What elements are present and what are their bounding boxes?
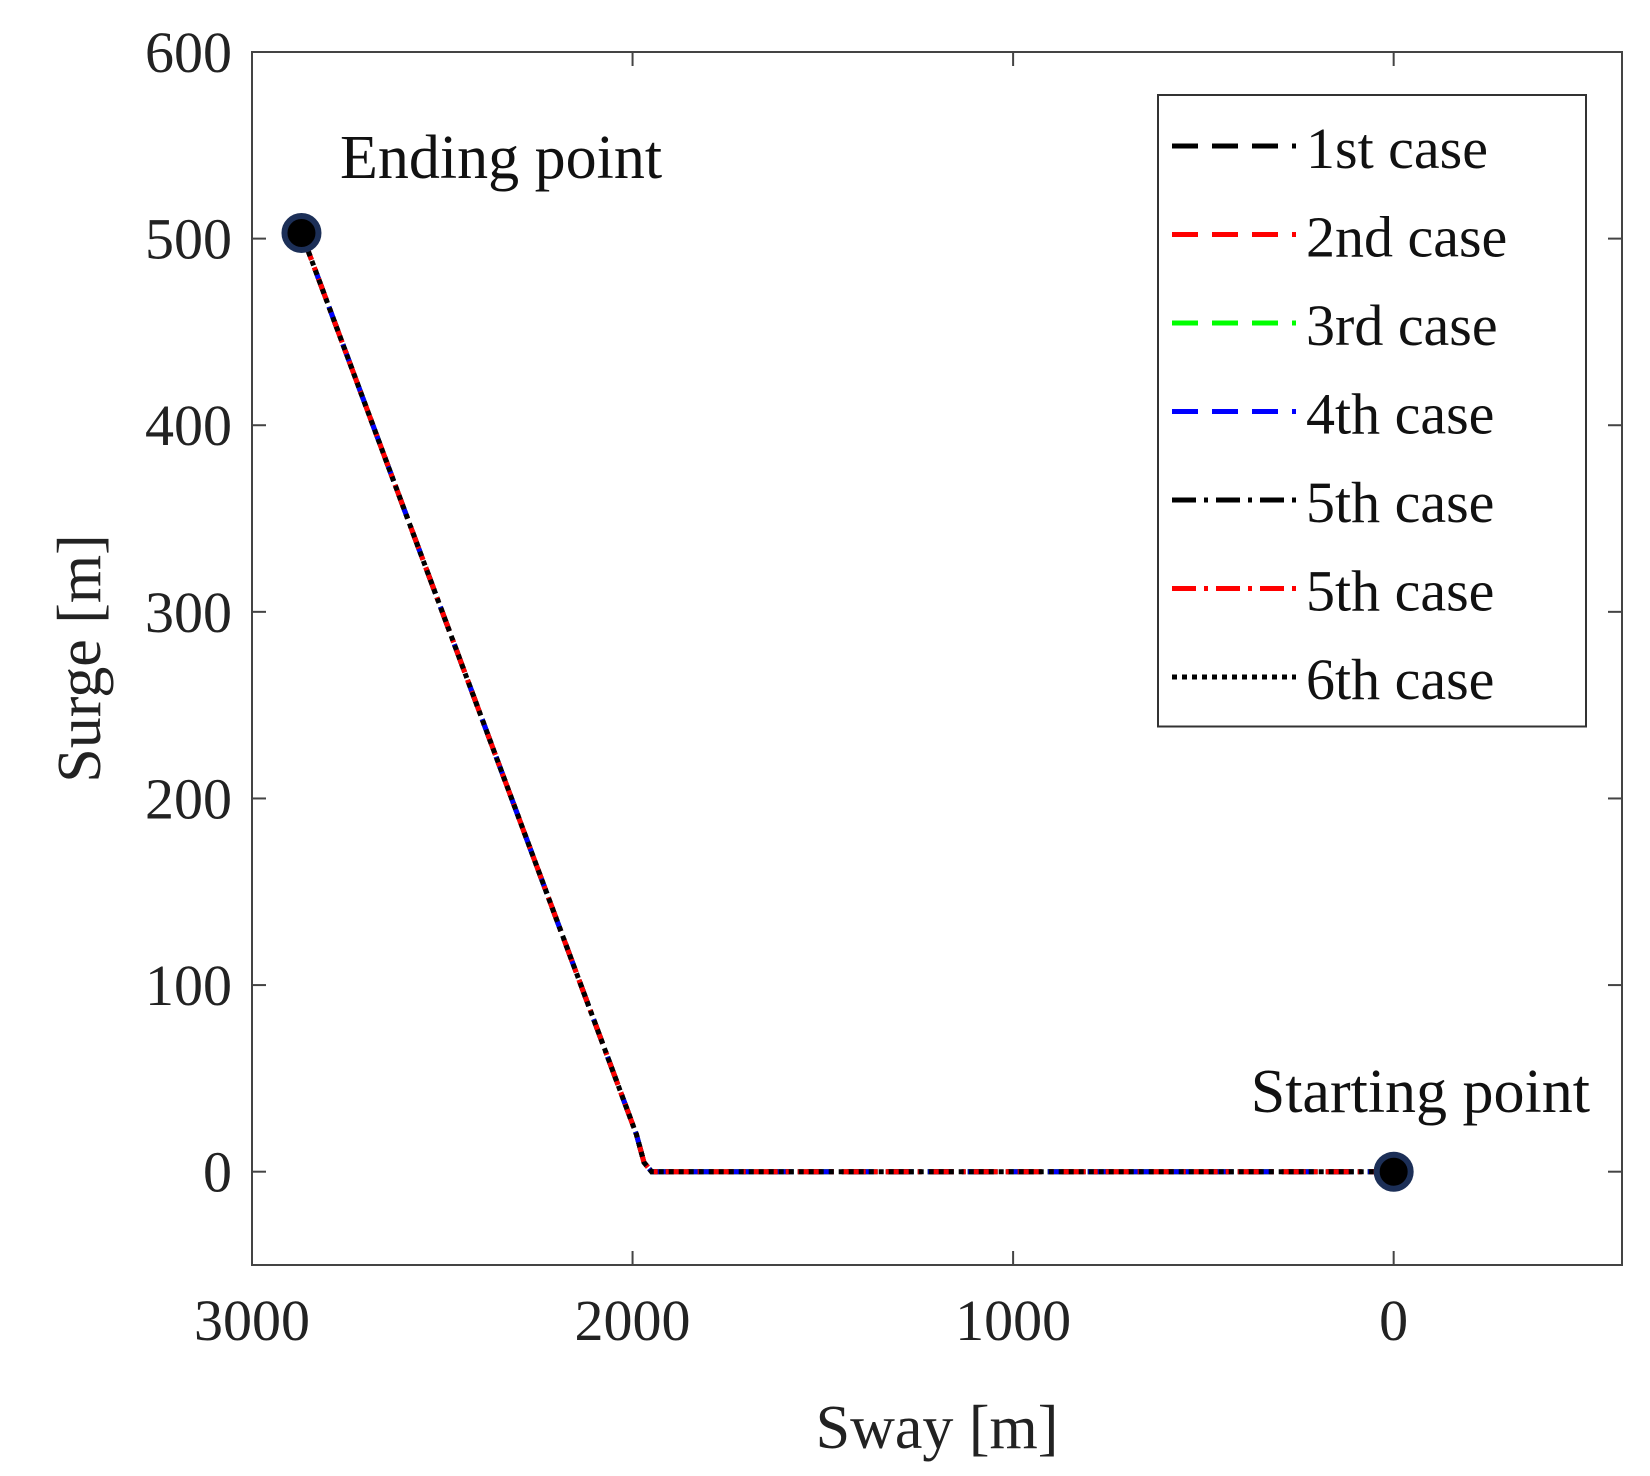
- y-tick-label: 100: [145, 953, 232, 1018]
- legend-label: 3rd case: [1306, 293, 1498, 358]
- series-line-7: [299, 232, 1394, 1175]
- y-tick-label: 400: [145, 393, 232, 458]
- y-tick-label: 600: [145, 20, 232, 85]
- y-axis-label: Surge [m]: [46, 534, 114, 783]
- starting-point-label: Starting point: [1251, 1058, 1590, 1126]
- legend-label: 5th case: [1306, 470, 1494, 535]
- ending-point-label: Ending point: [340, 124, 662, 192]
- plot-area: [251, 51, 1623, 1266]
- x-axis-label: Sway [m]: [816, 1394, 1059, 1462]
- y-axis: 0 100 200 300 400 500 600: [145, 20, 1622, 1205]
- marker-layer: Ending point Starting point: [281, 124, 1590, 1192]
- legend-label: 4th case: [1306, 382, 1494, 447]
- legend-label: 2nd case: [1306, 205, 1507, 270]
- y-tick-label: 200: [145, 766, 232, 831]
- x-tick-label: 3000: [194, 1288, 310, 1353]
- x-tick-label: 0: [1379, 1288, 1408, 1353]
- series-layer: [299, 232, 1394, 1175]
- x-tick-label: 2000: [575, 1288, 691, 1353]
- point-marker: [1373, 1151, 1414, 1192]
- point-marker: [281, 213, 322, 254]
- x-tick-label: 1000: [955, 1288, 1071, 1353]
- y-tick-label: 500: [145, 207, 232, 272]
- y-tick-label: 0: [203, 1140, 232, 1205]
- x-axis: 3000 2000 1000 0: [194, 52, 1408, 1353]
- plot-frame: [251, 51, 1623, 1266]
- legend: 1st case 2nd case 3rd case 4th case 5th case…: [1157, 94, 1587, 728]
- legend-label: 1st case: [1306, 116, 1488, 181]
- legend-label: 5th case: [1306, 559, 1494, 624]
- legend-label: 6th case: [1306, 647, 1494, 712]
- y-tick-label: 300: [145, 580, 232, 645]
